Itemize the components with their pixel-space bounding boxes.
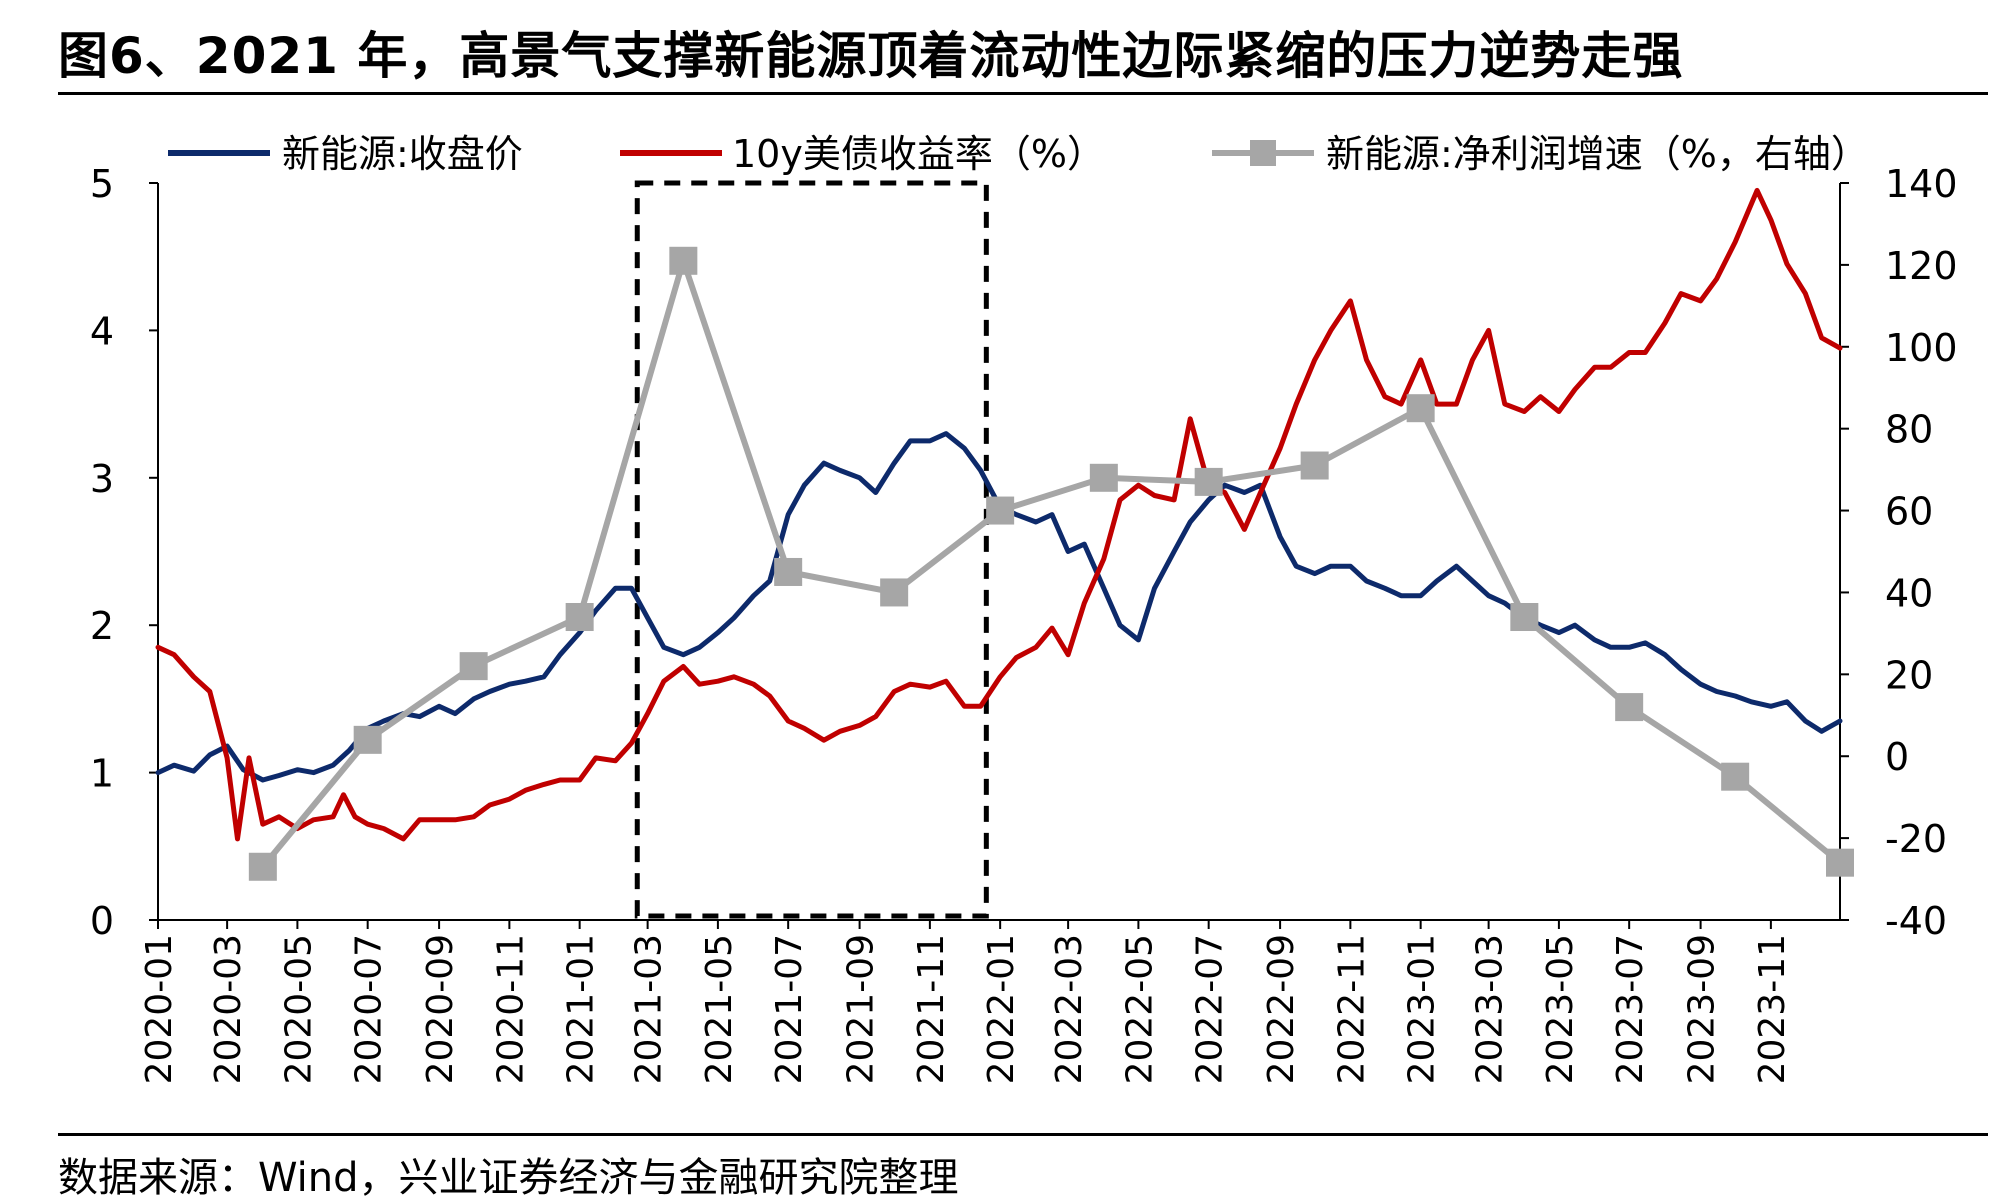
series-point-growth <box>459 652 488 681</box>
right-tick-label: 80 <box>1885 408 1933 452</box>
x-tick-label: 2022-07 <box>1190 934 1231 1084</box>
x-tick-label: 2021-05 <box>699 934 740 1084</box>
right-tick-label: -20 <box>1885 817 1947 861</box>
series-line-growth <box>259 257 1843 870</box>
right-tick-label: 140 <box>1885 162 1958 206</box>
series-point-growth <box>774 557 803 586</box>
title-rule <box>58 92 1988 95</box>
series-point-growth <box>1615 693 1644 722</box>
series-line-price <box>155 431 1843 783</box>
x-tick-label: 2021-03 <box>629 934 670 1084</box>
x-tick-label: 2022-09 <box>1261 934 1302 1084</box>
highlight-box <box>634 180 989 919</box>
x-tick-label: 2022-11 <box>1331 934 1372 1084</box>
x-tick-label: 2022-03 <box>1049 934 1090 1084</box>
legend-marker-growth <box>1250 140 1276 166</box>
series-point-growth <box>986 496 1015 525</box>
x-tick-label: 2020-03 <box>208 934 249 1084</box>
source-rule <box>58 1133 1988 1136</box>
series-point-growth <box>1406 394 1435 423</box>
x-tick-label: 2021-09 <box>841 934 882 1084</box>
series-point-growth <box>880 578 909 607</box>
x-tick-label: 2021-11 <box>911 934 952 1084</box>
series-point-growth <box>1510 603 1539 632</box>
right-tick-label: 0 <box>1885 735 1909 779</box>
right-tick-label: 100 <box>1885 326 1958 370</box>
chart-title: 图6、2021 年，高景气支撑新能源顶着流动性边际紧缩的压力逆势走强 <box>58 27 1684 85</box>
left-tick-label: 0 <box>90 899 114 943</box>
series-layer <box>155 187 1854 881</box>
x-tick-label: 2023-11 <box>1752 934 1793 1084</box>
series-point-growth <box>565 603 594 632</box>
right-tick-label: 20 <box>1885 653 1933 697</box>
legend-label-yield: 10y美债收益率（%） <box>732 132 1105 176</box>
x-tick-label: 2020-11 <box>490 934 531 1084</box>
x-tick-label: 2022-05 <box>1119 934 1160 1084</box>
series-point-growth <box>1300 451 1329 480</box>
left-tick-label: 1 <box>90 752 114 796</box>
x-tick-label: 2022-01 <box>981 934 1022 1084</box>
series-line-yield <box>155 187 1843 842</box>
x-tick-label: 2023-03 <box>1470 934 1511 1084</box>
series-point-growth <box>1826 848 1854 877</box>
x-tick-label: 2023-07 <box>1610 934 1651 1084</box>
x-tick-label: 2020-05 <box>278 934 319 1084</box>
right-tick-label: -40 <box>1885 899 1947 943</box>
highlight-box-layer <box>634 180 989 919</box>
series-point-growth <box>353 725 382 754</box>
series-point-growth <box>248 852 277 881</box>
chart: 0 1 2 3 4 5 -40 -20 0 20 40 60 80 100 120 140 2020-01 202… <box>90 132 1958 1084</box>
legend: 新能源:收盘价 10y美债收益率（%） 新能源:净利润增速（%，右轴） <box>168 132 1869 176</box>
x-tick-label: 2023-09 <box>1682 934 1723 1084</box>
x-tick-label: 2020-09 <box>420 934 461 1084</box>
x-tick-label: 2023-01 <box>1402 934 1443 1084</box>
series-point-growth <box>669 246 698 275</box>
axes-layer: 0 1 2 3 4 5 -40 -20 0 20 40 60 80 100 120 140 2020-01 202… <box>90 162 1958 1084</box>
x-tick-label: 2020-07 <box>349 934 390 1084</box>
x-tick-label: 2020-01 <box>139 934 180 1084</box>
series-point-growth <box>1721 762 1750 791</box>
x-tick-label: 2021-07 <box>769 934 810 1084</box>
legend-label-price: 新能源:收盘价 <box>282 132 523 176</box>
left-tick-label: 3 <box>90 457 114 501</box>
right-tick-label: 60 <box>1885 490 1933 534</box>
left-tick-label: 4 <box>90 309 114 353</box>
series-point-growth <box>1194 467 1223 496</box>
x-tick-label: 2021-01 <box>561 934 602 1084</box>
source-note: 数据来源：Wind，兴业证券经济与金融研究院整理 <box>58 1155 959 1201</box>
x-tick-label: 2023-05 <box>1540 934 1581 1084</box>
right-tick-label: 120 <box>1885 244 1958 288</box>
left-tick-label: 2 <box>90 604 114 648</box>
left-tick-label: 5 <box>90 162 114 206</box>
series-point-growth <box>1089 463 1118 492</box>
right-tick-label: 40 <box>1885 571 1933 615</box>
legend-label-growth: 新能源:净利润增速（%，右轴） <box>1326 132 1869 176</box>
